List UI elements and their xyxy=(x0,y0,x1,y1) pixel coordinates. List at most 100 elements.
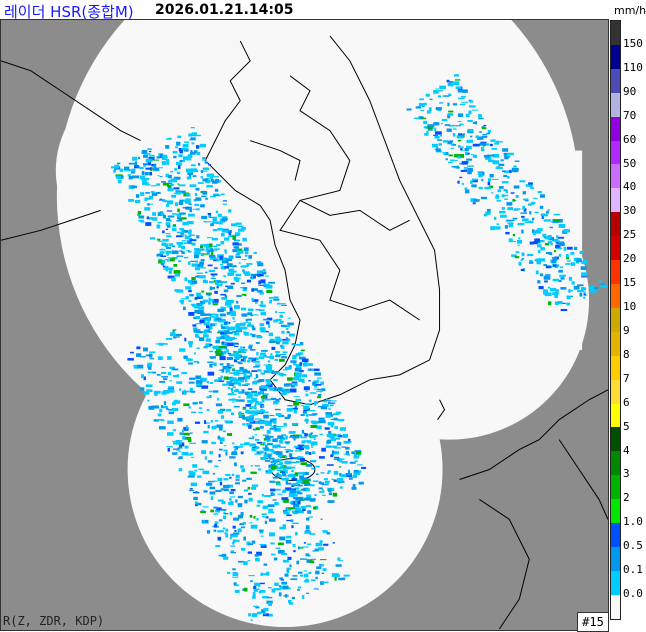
echo-cell xyxy=(144,162,147,164)
echo-cell xyxy=(260,456,267,460)
echo-cell xyxy=(176,231,184,234)
echo-cell xyxy=(162,238,169,242)
echo-cell xyxy=(478,175,483,178)
echo-cell xyxy=(210,223,214,227)
echo-cell xyxy=(180,232,185,235)
echo-cell xyxy=(540,247,545,251)
echo-cell xyxy=(155,343,162,345)
echo-cell xyxy=(208,301,211,305)
echo-cell xyxy=(206,409,210,411)
echo-cell xyxy=(252,592,256,596)
echo-cell xyxy=(503,194,508,197)
echo-cell xyxy=(260,390,264,394)
echo-cell xyxy=(467,167,473,172)
echo-cell xyxy=(461,169,468,172)
echo-cell xyxy=(250,524,258,529)
echo-cell xyxy=(234,529,237,532)
echo-cell xyxy=(194,309,199,314)
echo-cell xyxy=(217,435,221,440)
echo-cell xyxy=(229,511,233,516)
echo-cell xyxy=(305,553,310,557)
echo-cell xyxy=(232,541,235,545)
echo-cell xyxy=(327,421,335,426)
echo-cell xyxy=(249,402,253,404)
echo-cell xyxy=(547,241,552,244)
echo-cell xyxy=(455,86,458,90)
echo-cell xyxy=(223,289,229,293)
echo-cell xyxy=(167,420,174,424)
echo-cell xyxy=(548,236,555,241)
echo-cell xyxy=(421,117,427,120)
echo-cell xyxy=(435,107,442,111)
echo-cell xyxy=(133,364,138,369)
echo-cell xyxy=(230,312,236,317)
echo-cell xyxy=(136,166,141,168)
echo-cell xyxy=(263,612,266,615)
echo-cell xyxy=(263,544,267,546)
echo-cell xyxy=(219,363,224,366)
echo-cell xyxy=(165,138,171,140)
echo-cell xyxy=(202,470,210,475)
echo-cell xyxy=(165,228,169,230)
scale-swatch xyxy=(611,21,620,45)
echo-cell xyxy=(237,503,243,508)
echo-cell xyxy=(322,484,329,486)
echo-cell xyxy=(217,308,224,313)
echo-cell xyxy=(354,460,358,462)
echo-cell xyxy=(239,413,242,418)
echo-cell xyxy=(156,191,161,194)
echo-cell xyxy=(205,197,208,200)
echo-cell xyxy=(481,135,488,138)
echo-cell xyxy=(275,341,280,345)
echo-cell xyxy=(240,307,247,311)
echo-cell xyxy=(516,239,522,244)
echo-cell xyxy=(480,196,487,200)
echo-cell xyxy=(209,491,216,495)
echo-cell xyxy=(247,399,254,403)
echo-cell xyxy=(252,360,260,363)
echo-cell xyxy=(280,579,285,581)
echo-cell xyxy=(279,577,284,580)
echo-cell xyxy=(292,475,296,480)
echo-cell xyxy=(517,244,520,246)
echo-cell xyxy=(201,519,209,524)
echo-cell xyxy=(305,393,309,397)
echo-cell xyxy=(212,345,219,350)
echo-cell xyxy=(288,431,295,434)
echo-cell xyxy=(305,578,309,583)
radar-map[interactable] xyxy=(0,19,609,631)
echo-cell xyxy=(279,353,287,355)
echo-cell xyxy=(202,191,208,195)
echo-cell xyxy=(225,533,229,538)
echo-cell xyxy=(583,293,586,296)
echo-cell xyxy=(473,199,480,202)
echo-cell xyxy=(220,441,223,444)
echo-cell xyxy=(460,148,463,151)
echo-cell xyxy=(269,457,275,460)
echo-cell xyxy=(265,470,268,473)
echo-cell xyxy=(287,405,293,407)
echo-cell xyxy=(521,229,524,234)
echo-cell xyxy=(229,456,236,459)
echo-cell xyxy=(532,197,538,199)
echo-cell xyxy=(532,241,538,245)
echo-cell xyxy=(579,292,583,297)
echo-cell xyxy=(472,143,480,147)
echo-cell xyxy=(465,145,472,150)
echo-cell xyxy=(220,306,224,309)
echo-cell xyxy=(244,391,250,396)
echo-cell xyxy=(518,237,521,240)
echo-cell xyxy=(285,451,289,453)
echo-cell xyxy=(223,478,229,481)
echo-cell xyxy=(190,137,196,141)
echo-cell xyxy=(235,474,240,479)
echo-cell xyxy=(188,237,193,240)
echo-cell xyxy=(202,280,208,284)
echo-cell xyxy=(199,143,206,148)
echo-cell xyxy=(247,388,253,390)
echo-cell xyxy=(251,314,259,316)
echo-cell xyxy=(251,447,259,450)
echo-cell xyxy=(173,176,181,180)
echo-cell xyxy=(287,599,292,604)
echo-cell xyxy=(220,313,225,315)
